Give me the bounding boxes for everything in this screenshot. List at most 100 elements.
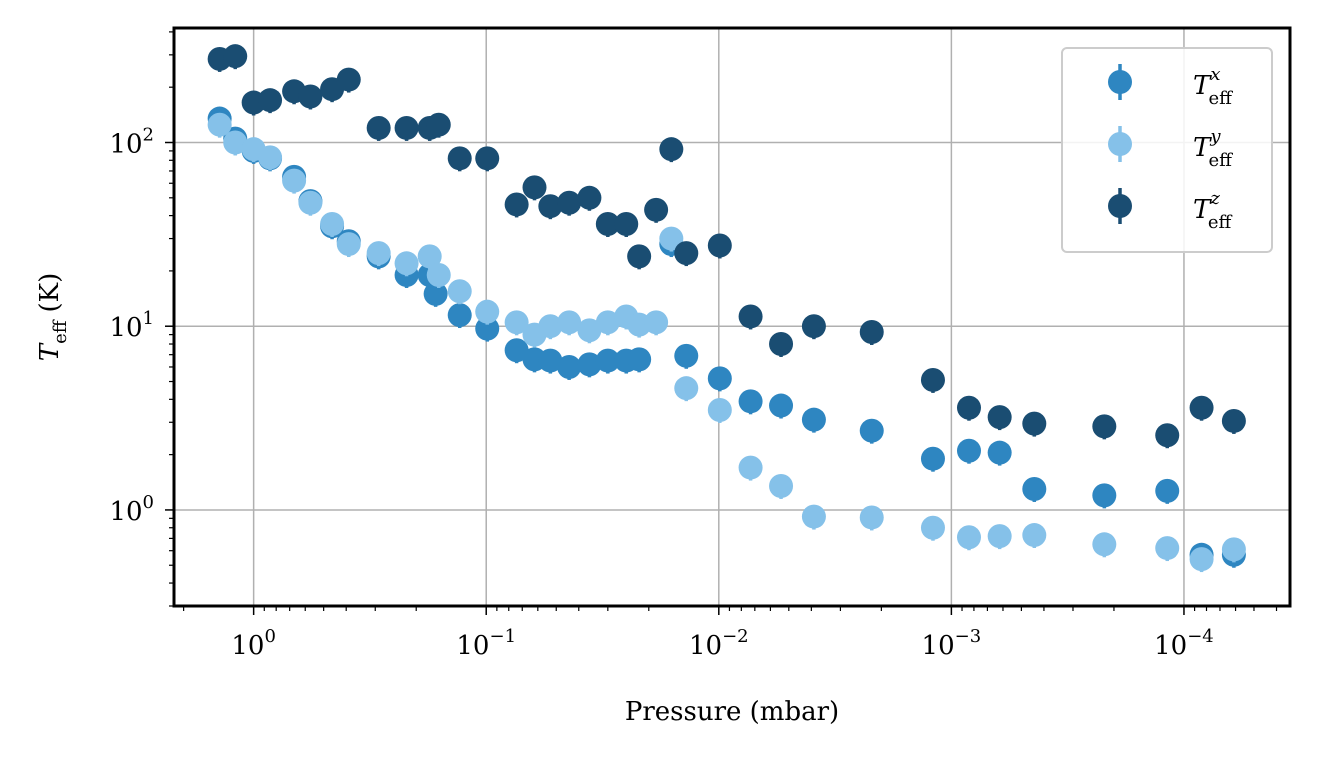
- data-point: [956, 438, 981, 463]
- legend-box: [1061, 47, 1273, 253]
- data-point: [627, 347, 652, 372]
- data-point: [595, 212, 620, 237]
- data-point: [1155, 536, 1180, 561]
- data-point: [1155, 423, 1180, 448]
- data-point: [282, 168, 307, 193]
- data-point: [1022, 411, 1047, 436]
- y-axis-label: Teff (K): [35, 273, 71, 362]
- data-point: [504, 192, 529, 217]
- data-point: [707, 397, 732, 422]
- data-point: [522, 175, 547, 200]
- data-point: [475, 146, 500, 171]
- data-point: [659, 226, 684, 251]
- data-point: [1221, 408, 1246, 433]
- data-point: [1092, 414, 1117, 439]
- data-point: [1022, 523, 1047, 548]
- legend-label: Tx eff: [1193, 64, 1233, 109]
- y-tick-label: 101: [109, 308, 154, 343]
- y-tick-label: 102: [109, 125, 154, 160]
- data-point: [504, 338, 529, 363]
- data-points: [207, 44, 1246, 573]
- data-point: [366, 115, 391, 140]
- data-point: [644, 197, 669, 222]
- y-axis-label-main: T: [35, 342, 65, 361]
- data-point: [674, 343, 699, 368]
- data-point: [956, 525, 981, 550]
- legend-marker: [1108, 132, 1132, 156]
- series-z: [207, 44, 1246, 449]
- data-point: [426, 112, 451, 137]
- x-tick-label: 10−4: [1154, 626, 1214, 661]
- data-point: [1022, 477, 1047, 502]
- data-point: [859, 418, 884, 443]
- data-point: [298, 190, 323, 215]
- data-point: [987, 440, 1012, 465]
- data-point: [475, 316, 500, 341]
- data-point: [859, 320, 884, 345]
- legend: Tx eff Ty eff Tz eff: [1061, 47, 1273, 253]
- data-point: [394, 115, 419, 140]
- y-axis-label-sub: eff: [50, 319, 71, 344]
- data-point: [956, 395, 981, 420]
- x-tick-label: 10−3: [922, 626, 982, 661]
- data-point: [557, 354, 582, 379]
- data-point: [557, 190, 582, 215]
- data-point: [769, 393, 794, 418]
- data-point: [987, 405, 1012, 430]
- axis-ticks: [165, 31, 1278, 615]
- data-point: [1189, 395, 1214, 420]
- data-point: [475, 299, 500, 324]
- legend-label: Ty eff: [1193, 126, 1233, 171]
- data-point: [394, 251, 419, 276]
- legend-marker: [1108, 194, 1132, 218]
- data-point: [801, 407, 826, 432]
- data-point: [801, 504, 826, 529]
- plot-frame: [172, 26, 1292, 608]
- data-point: [258, 145, 283, 170]
- data-point: [577, 318, 602, 343]
- data-point: [595, 310, 620, 335]
- data-point: [769, 473, 794, 498]
- data-point: [707, 233, 732, 258]
- data-point: [320, 212, 345, 237]
- data-point: [738, 304, 763, 329]
- x-axis-label: Pressure (mbar): [625, 697, 839, 727]
- data-point: [614, 212, 639, 237]
- data-point: [223, 44, 248, 69]
- data-point: [659, 137, 684, 162]
- data-point: [417, 244, 442, 269]
- legend-label: Tz eff: [1193, 188, 1232, 233]
- data-point: [627, 244, 652, 269]
- y-tick-label: 100: [109, 492, 154, 527]
- data-point: [298, 84, 323, 109]
- data-point: [920, 515, 945, 540]
- y-axis-label-unit: (K): [35, 273, 65, 313]
- data-point: [538, 194, 563, 219]
- series-y: [207, 112, 1246, 573]
- data-point: [707, 366, 732, 391]
- x-tick-label: 100: [231, 626, 276, 661]
- data-point: [1189, 547, 1214, 572]
- data-point: [1221, 537, 1246, 562]
- tick-labels: 100 10−1 10−2 10−3 10−4 100 101 102: [109, 125, 1213, 661]
- data-point: [920, 367, 945, 392]
- x-tick-label: 10−1: [456, 626, 516, 661]
- data-point: [1092, 532, 1117, 557]
- data-point: [674, 376, 699, 401]
- data-point: [447, 146, 472, 171]
- svg-text:Teff(K): Teff (K): [35, 273, 71, 362]
- data-point: [859, 505, 884, 530]
- data-point: [447, 279, 472, 304]
- data-point: [738, 455, 763, 480]
- data-point: [504, 310, 529, 335]
- data-point: [426, 263, 451, 288]
- data-point: [674, 241, 699, 266]
- data-point: [207, 112, 232, 137]
- data-point: [920, 446, 945, 471]
- data-point: [423, 281, 448, 306]
- data-point: [258, 88, 283, 113]
- data-point: [1092, 483, 1117, 508]
- data-point: [577, 185, 602, 210]
- data-point: [538, 348, 563, 373]
